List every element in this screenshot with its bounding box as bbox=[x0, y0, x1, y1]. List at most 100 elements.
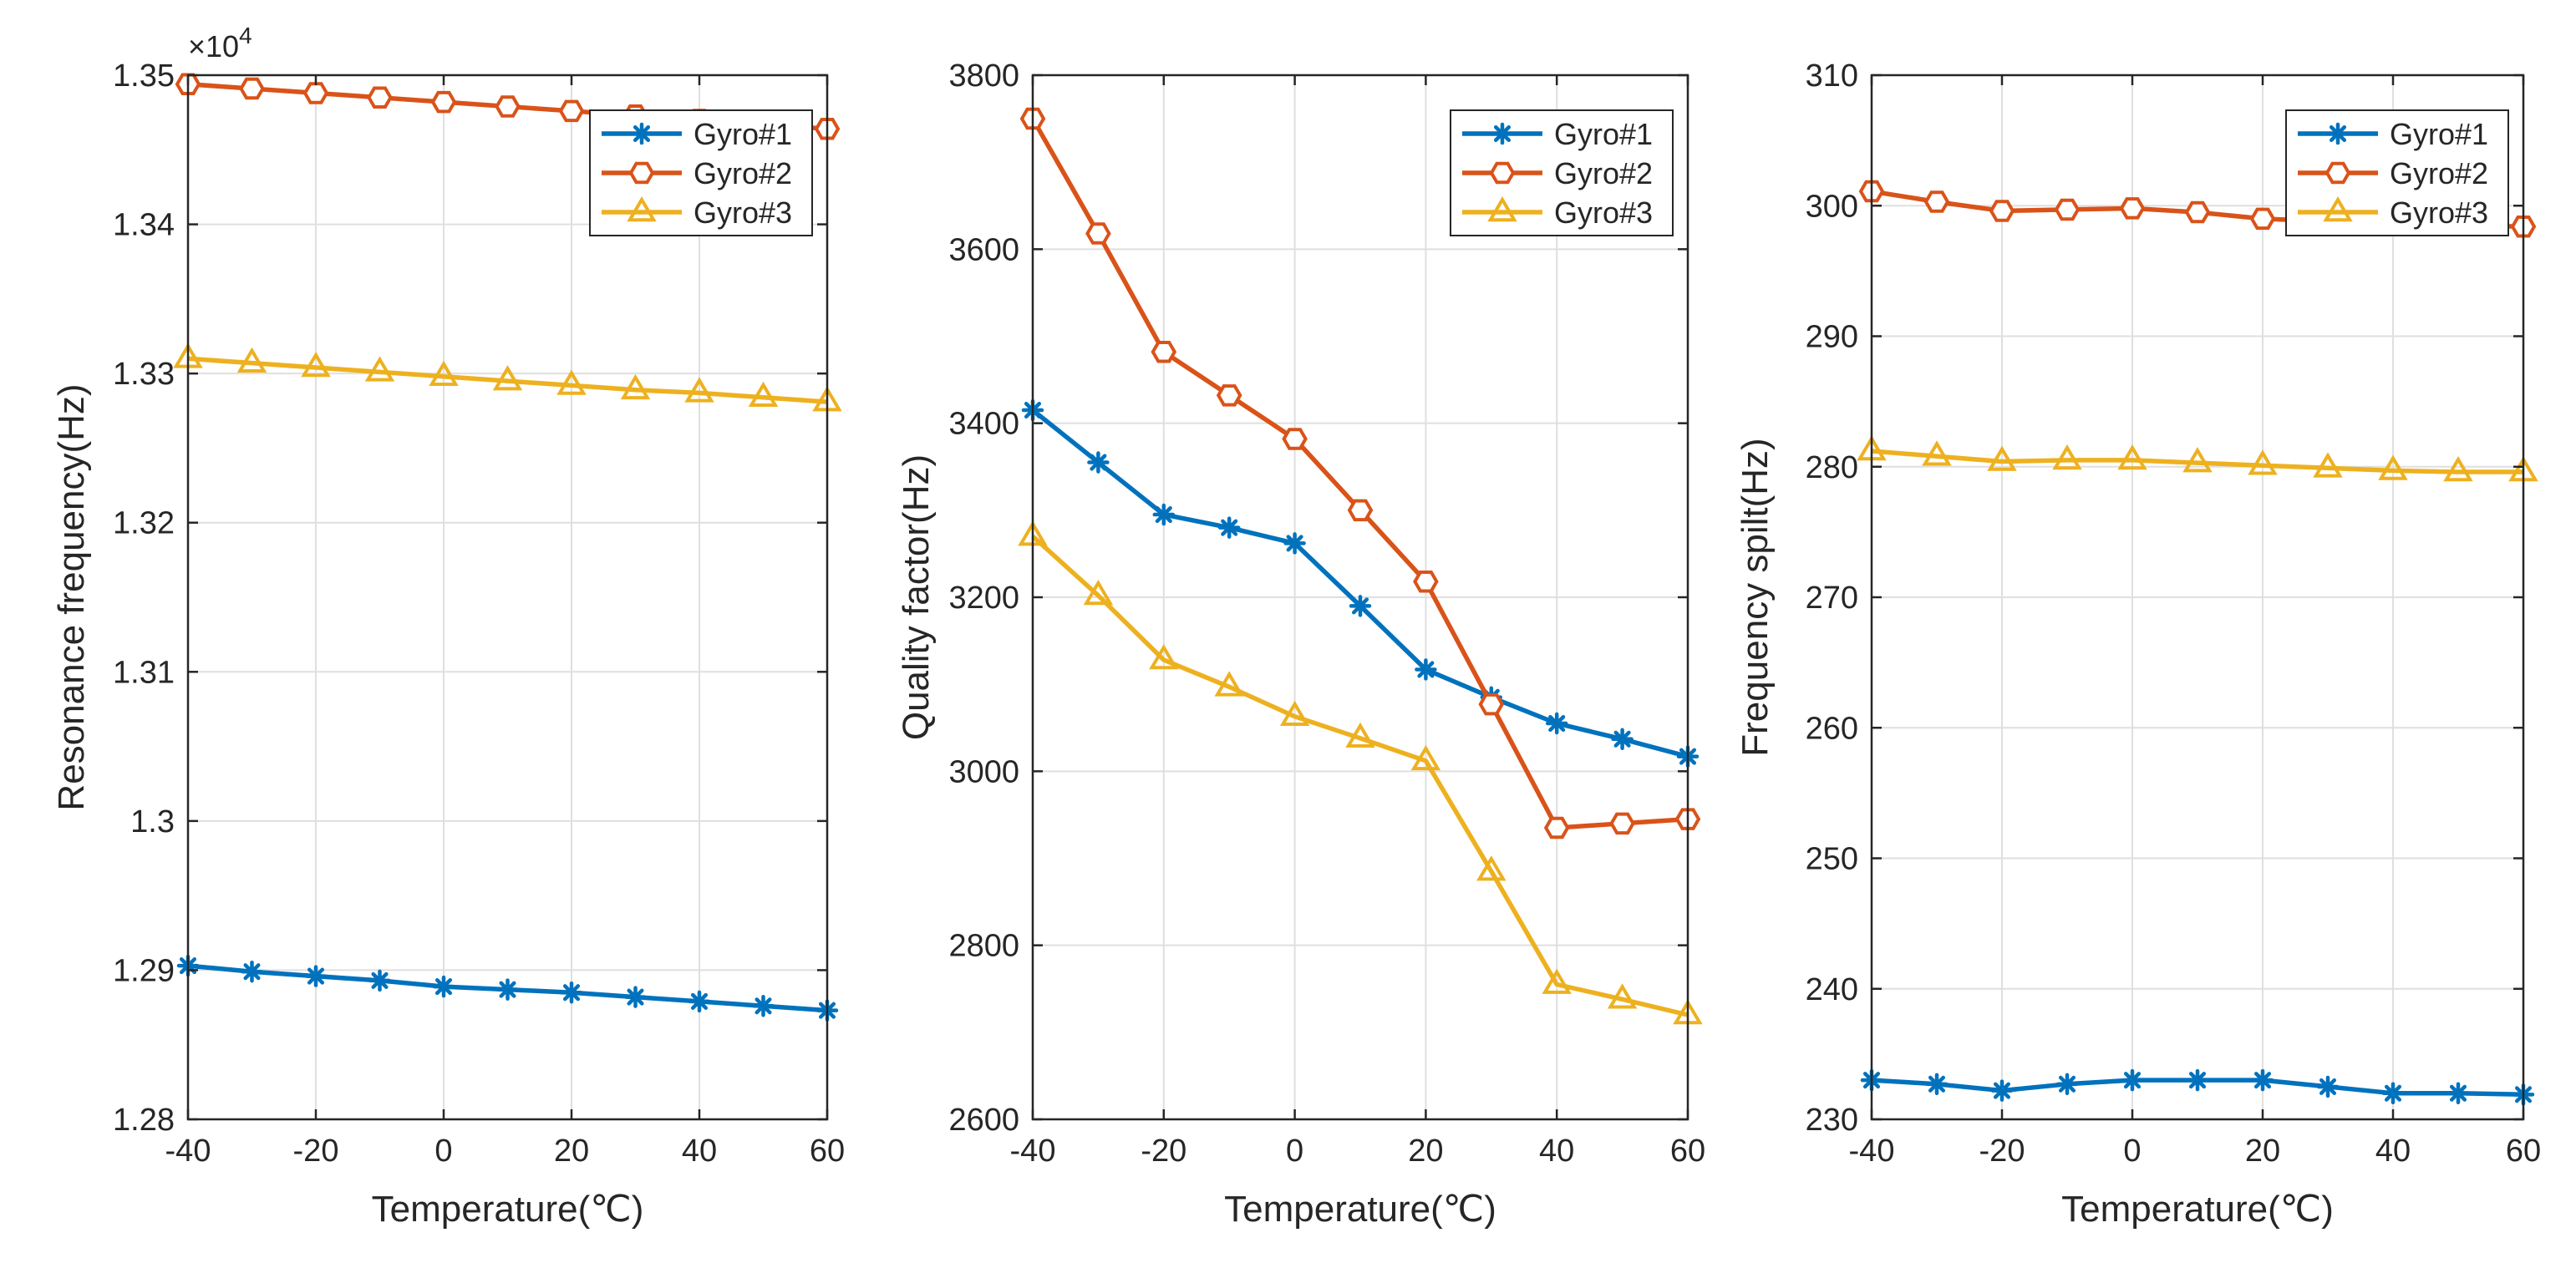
series-Gyro1 bbox=[1860, 1068, 2535, 1106]
data-point bbox=[1923, 190, 1950, 213]
y-tick-label: 2800 bbox=[948, 929, 1019, 964]
data-point bbox=[496, 978, 519, 1001]
y-axis-label: Resonance frequency(Hz) bbox=[51, 383, 92, 810]
y-tick-label: 230 bbox=[1806, 1103, 1858, 1138]
legend-marker bbox=[2323, 196, 2353, 222]
series-Gyro3 bbox=[1018, 520, 1703, 1025]
x-tick-label: 20 bbox=[2245, 1134, 2280, 1169]
x-tick-label: 40 bbox=[682, 1134, 717, 1169]
data-point bbox=[1279, 700, 1310, 727]
data-point bbox=[624, 986, 647, 1008]
data-point bbox=[1085, 222, 1111, 245]
chart-panel-3: -40 -20 0 20 40 60 230 240 250 260 270 280 290 300 310… bbox=[1735, 58, 2541, 1230]
y-tick-label: 1.31 bbox=[113, 655, 175, 690]
data-point bbox=[1283, 532, 1306, 555]
data-point bbox=[2443, 456, 2473, 482]
legend-entry: Gyro#3 bbox=[602, 195, 792, 230]
data-point bbox=[1214, 671, 1244, 697]
data-point bbox=[556, 369, 587, 395]
series-Gyro3 bbox=[173, 342, 842, 412]
data-point bbox=[2117, 444, 2147, 470]
y-tick-label: 2600 bbox=[948, 1103, 1019, 1138]
plot-area bbox=[188, 75, 827, 1119]
y-tick-label: 260 bbox=[1806, 711, 1858, 746]
data-point bbox=[1989, 200, 2015, 222]
data-point bbox=[1611, 728, 1633, 751]
x-tick-label: -20 bbox=[293, 1134, 339, 1169]
data-point bbox=[1151, 341, 1177, 363]
y-tick-label: 1.29 bbox=[113, 953, 175, 988]
y-exponent-label: ×104 bbox=[188, 23, 252, 63]
data-point bbox=[1925, 1073, 1949, 1096]
data-point bbox=[1087, 451, 1110, 474]
data-point bbox=[1476, 855, 1506, 881]
legend-label: Gyro#2 bbox=[2390, 156, 2488, 190]
x-tick-label: 60 bbox=[2506, 1134, 2541, 1169]
data-point bbox=[2248, 449, 2278, 475]
x-tick-label: -20 bbox=[1979, 1134, 2025, 1169]
data-point bbox=[2313, 452, 2343, 478]
data-point bbox=[1607, 983, 1638, 1009]
legend: Gyro#1 Gyro#2 Gyro#3 bbox=[1450, 109, 1674, 236]
x-tick-label: 40 bbox=[2375, 1134, 2411, 1169]
data-point bbox=[752, 995, 775, 1017]
legend-entry: Gyro#2 bbox=[1462, 156, 1653, 190]
axes-box bbox=[186, 74, 829, 1121]
grid-lines bbox=[187, 74, 828, 1120]
data-point bbox=[364, 356, 395, 382]
y-axis-label: Quality factor(Hz) bbox=[896, 454, 937, 740]
x-tick-label: 60 bbox=[1670, 1134, 1705, 1169]
y-tick-label: 280 bbox=[1806, 450, 1858, 485]
y-tick-label: 3400 bbox=[948, 407, 1019, 442]
y-tick-label: 270 bbox=[1806, 581, 1858, 616]
series-Gyro2 bbox=[1019, 107, 1701, 839]
legend-label: Gyro#3 bbox=[1554, 195, 1653, 230]
data-point bbox=[239, 77, 265, 100]
data-point bbox=[2249, 207, 2276, 231]
x-tick-label: 40 bbox=[1539, 1134, 1574, 1169]
data-point bbox=[1543, 816, 1570, 839]
y-tick-label: 250 bbox=[1806, 842, 1858, 877]
data-point bbox=[2316, 1075, 2340, 1098]
x-tick-label: 0 bbox=[1286, 1134, 1303, 1169]
x-tick-label: 0 bbox=[2123, 1134, 2141, 1169]
x-tick-label: -40 bbox=[165, 1134, 211, 1169]
data-point bbox=[1345, 722, 1375, 748]
data-point bbox=[429, 360, 459, 387]
y-tick-label: 1.34 bbox=[113, 208, 175, 243]
data-point bbox=[1413, 571, 1439, 593]
legend-entry: Gyro#3 bbox=[1462, 195, 1653, 230]
data-point bbox=[1217, 516, 1241, 539]
y-tick-label: 240 bbox=[1806, 972, 1858, 1007]
y-tick-label: 310 bbox=[1806, 58, 1858, 94]
x-axis-label: Temperature(℃) bbox=[1224, 1189, 1496, 1230]
data-point bbox=[236, 347, 267, 373]
y-tick-label: 3800 bbox=[948, 58, 1019, 94]
legend-label: Gyro#1 bbox=[1554, 117, 1653, 151]
data-point bbox=[1415, 658, 1437, 681]
data-point bbox=[2121, 1068, 2144, 1092]
legend-marker bbox=[628, 161, 655, 185]
data-point bbox=[1152, 503, 1176, 526]
data-point bbox=[2184, 200, 2211, 224]
data-point bbox=[1478, 692, 1505, 716]
data-point bbox=[1410, 744, 1441, 771]
data-point bbox=[430, 90, 457, 114]
x-tick-label: 20 bbox=[1408, 1134, 1443, 1169]
series-line bbox=[1871, 449, 2523, 474]
data-point bbox=[2378, 454, 2408, 480]
x-tick-label: 60 bbox=[810, 1134, 845, 1169]
legend-marker bbox=[630, 122, 653, 145]
data-point bbox=[688, 990, 711, 1013]
data-point bbox=[1282, 428, 1308, 450]
data-point bbox=[1347, 499, 1374, 522]
y-axis-label: Frequency spilt(Hz) bbox=[1735, 438, 1776, 756]
x-axis-label: Temperature(℃) bbox=[2061, 1189, 2334, 1230]
legend-entry: Gyro#3 bbox=[2298, 195, 2488, 230]
y-tick-label: 290 bbox=[1806, 320, 1858, 355]
data-point bbox=[495, 95, 521, 118]
x-tick-label: 20 bbox=[554, 1134, 589, 1169]
legend-label: Gyro#1 bbox=[2390, 117, 2488, 151]
legend-label: Gyro#3 bbox=[2390, 195, 2488, 230]
